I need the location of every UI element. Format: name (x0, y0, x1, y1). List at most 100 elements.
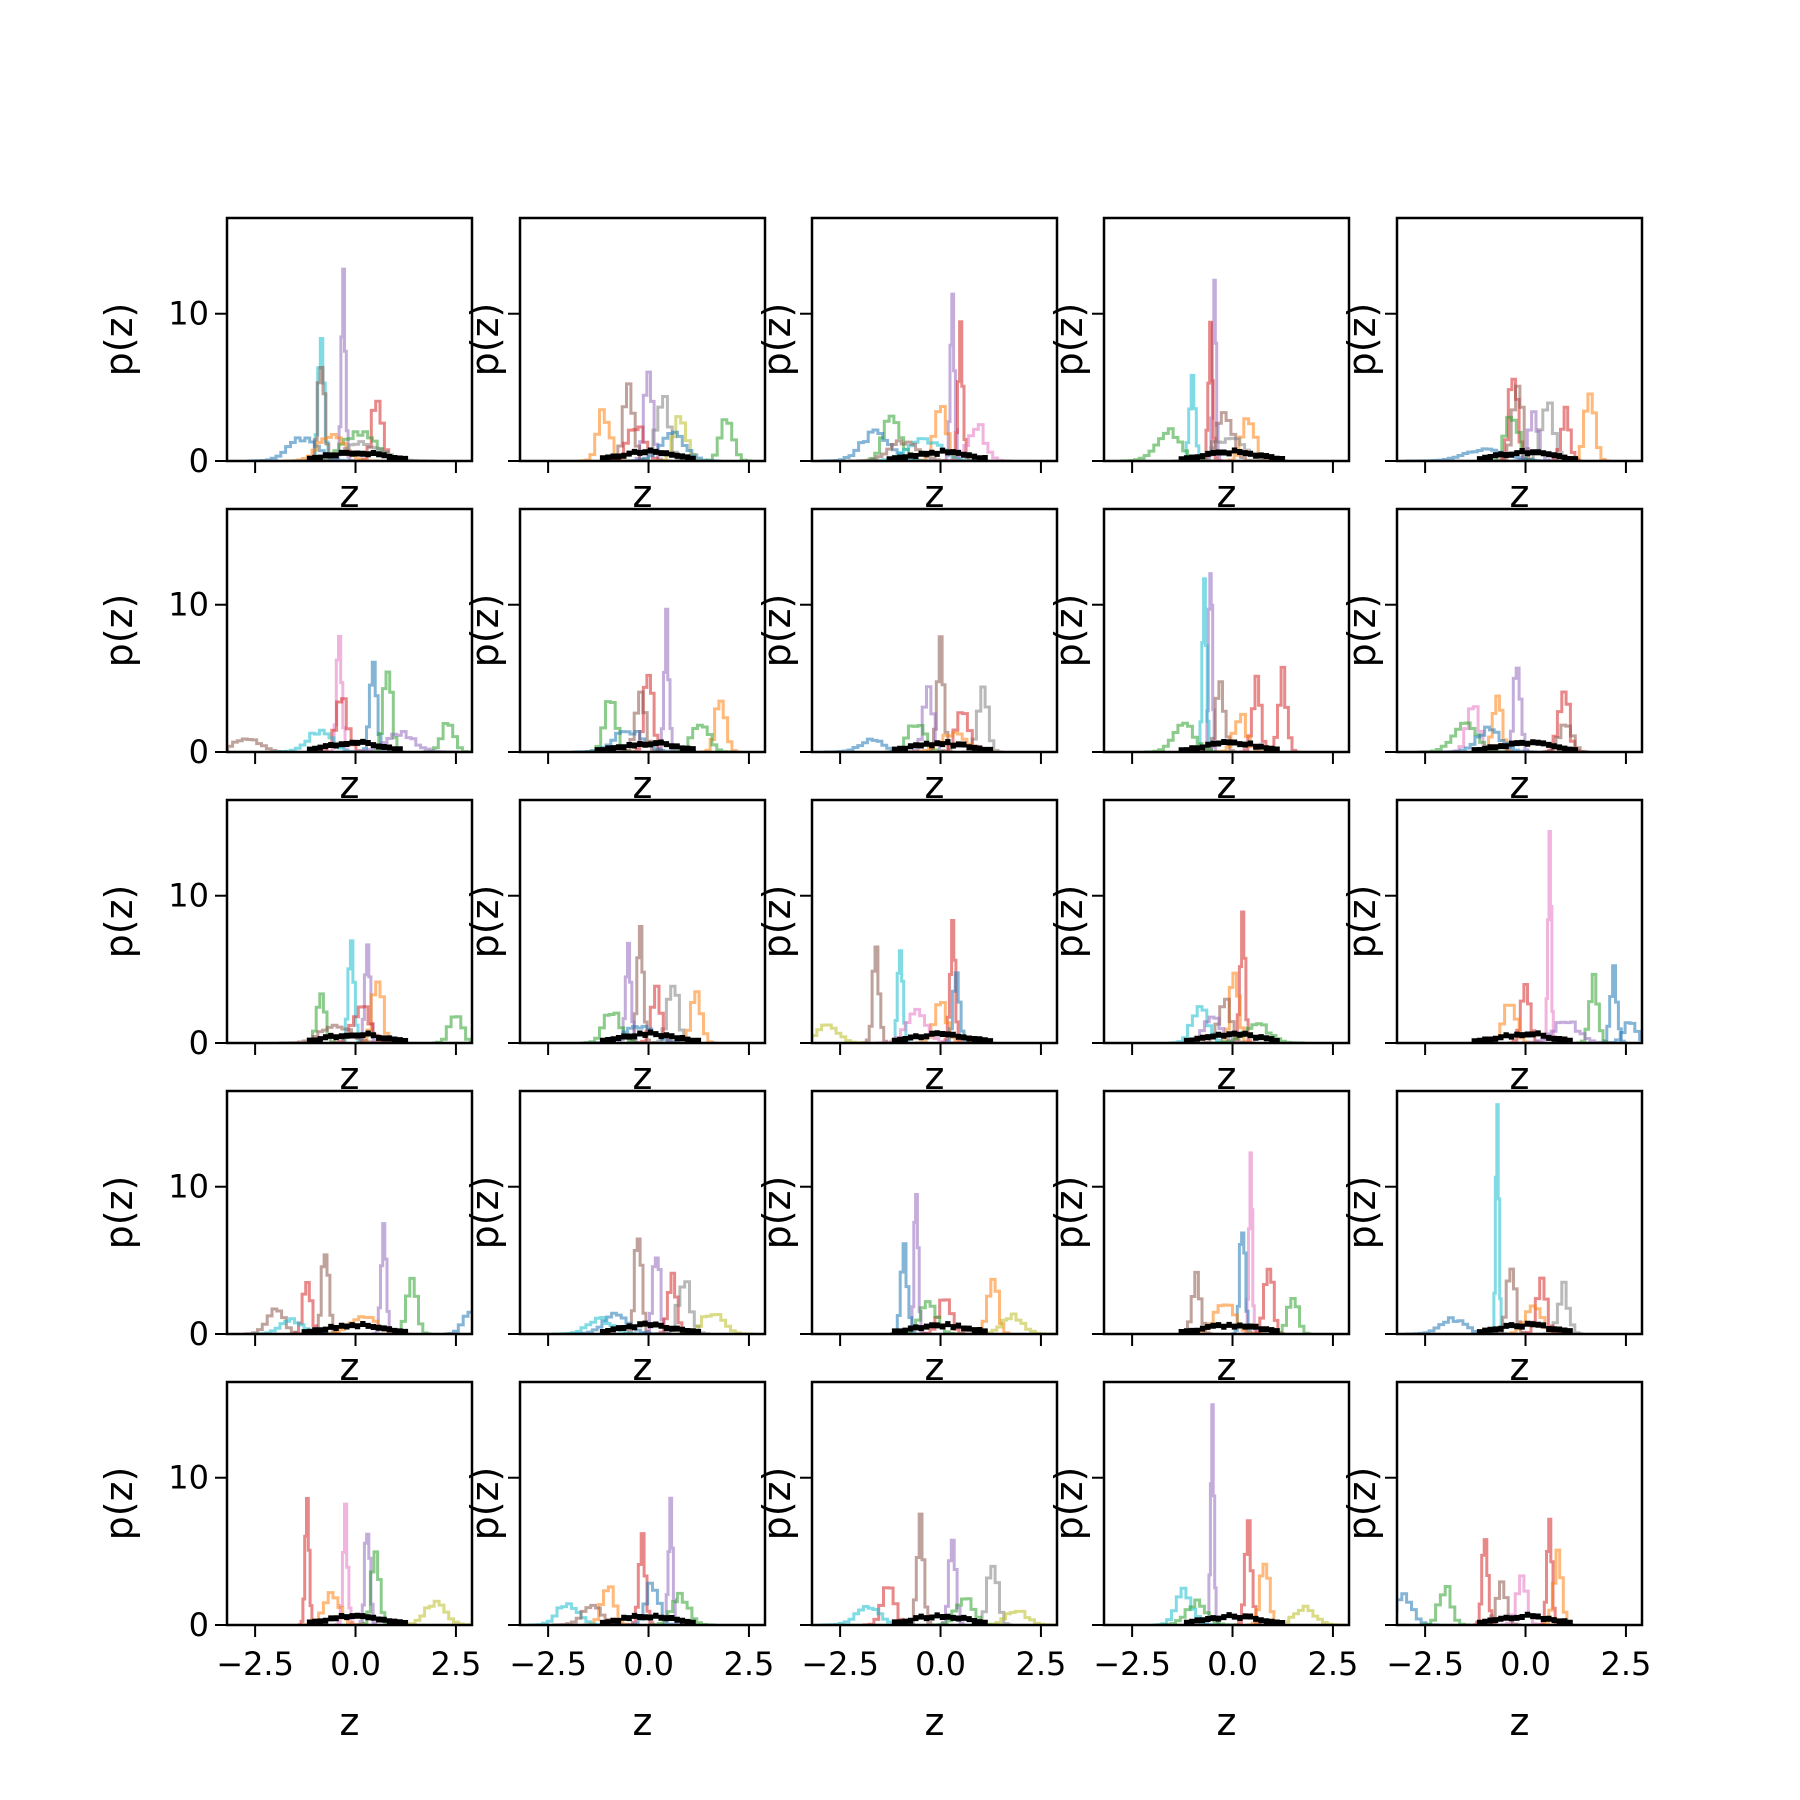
subplot-3-3: z p(z) (755, 798, 1059, 1098)
y-axis-label: p(z) (463, 303, 507, 377)
y-tick-label: 10 (168, 295, 209, 333)
plot-area (572, 607, 741, 752)
x-tick-label: −2.5 (1093, 1645, 1171, 1683)
y-axis-label: p(z) (755, 885, 799, 959)
baseline-density (599, 447, 696, 461)
subplot-5-4: −2.5 0.0 2.5 z p(z) (1047, 1380, 1358, 1744)
axes-frame (518, 798, 767, 1045)
subplot-5-2: −2.5 0.0 2.5 z p(z) (463, 1380, 774, 1744)
subplot-1-3: z p(z) (755, 216, 1059, 516)
baseline-density (301, 1321, 409, 1334)
axes-frame (1395, 507, 1644, 754)
axes-frame (1395, 798, 1644, 1045)
y-axis-label: p(z) (1047, 1176, 1091, 1250)
subplot-3-1: 0 10 z p(z) (97, 798, 474, 1098)
baseline-density (1178, 1321, 1280, 1334)
y-axis-label: p(z) (755, 303, 799, 377)
x-tick-label: 0.0 (330, 1645, 381, 1683)
y-axis-label: p(z) (755, 1176, 799, 1250)
subplot-2-4: z p(z) (1047, 507, 1351, 807)
baseline-density (1178, 739, 1280, 752)
baseline-density (1183, 1612, 1286, 1625)
axes-frame (810, 798, 1059, 1045)
plot-area (1144, 572, 1300, 752)
subplot-3-2: z p(z) (463, 798, 767, 1098)
x-tick-label: 0.0 (915, 1645, 966, 1683)
axes-frame (225, 1089, 474, 1336)
x-tick-label: 2.5 (430, 1645, 481, 1683)
y-axis-label: p(z) (463, 1176, 507, 1250)
x-tick-label: −2.5 (1386, 1645, 1464, 1683)
x-axis-label: z (633, 1054, 653, 1098)
x-axis-label: z (1510, 1054, 1530, 1098)
axes-frame (810, 1089, 1059, 1336)
y-axis-label: p(z) (1047, 885, 1091, 959)
x-axis-label: z (340, 763, 360, 807)
subplot-1-2: z p(z) (463, 216, 767, 516)
subplot-1-1: 0 10 z p(z) (97, 216, 474, 516)
baseline-density (891, 739, 994, 752)
y-axis-label: p(z) (755, 1467, 799, 1541)
baseline-density (886, 447, 988, 461)
x-axis-label: z (925, 763, 945, 807)
x-tick-label: 2.5 (1015, 1645, 1066, 1683)
baseline-density (599, 1612, 696, 1625)
axes-frame (225, 507, 474, 754)
baseline-density (599, 1320, 702, 1334)
y-axis-label: p(z) (755, 594, 799, 668)
subplot-5-3: −2.5 0.0 2.5 z p(z) (755, 1380, 1066, 1744)
x-tick-label: 2.5 (1307, 1645, 1358, 1683)
axes-frame (518, 507, 767, 754)
histogram-series-2 (628, 1532, 656, 1625)
y-tick-label: 10 (168, 1459, 209, 1497)
x-axis-label: z (925, 1345, 945, 1389)
x-axis-label: z (633, 1700, 653, 1744)
axes-frame (518, 1089, 767, 1336)
x-axis-label: z (925, 472, 945, 516)
x-axis-label: z (1510, 763, 1530, 807)
y-tick-label: 0 (189, 442, 209, 480)
plot-area (1471, 830, 1642, 1043)
x-axis-label: z (340, 1345, 360, 1389)
baseline-density (1476, 1611, 1573, 1625)
y-tick-label: 0 (189, 1024, 209, 1062)
histogram-series-4 (942, 971, 970, 1043)
plot-area (824, 635, 1003, 752)
x-axis-label: z (633, 1345, 653, 1389)
baseline-density (891, 1030, 994, 1043)
subplot-2-2: z p(z) (463, 507, 767, 807)
axes-frame (1102, 216, 1351, 463)
y-axis-label: p(z) (1340, 1176, 1384, 1250)
y-axis-label: p(z) (463, 594, 507, 668)
histogram-series-2 (617, 941, 639, 1043)
axes-frame (1102, 1089, 1351, 1336)
x-tick-label: 0.0 (623, 1645, 674, 1683)
axes-frame (1102, 1380, 1351, 1627)
x-axis-label: z (1510, 1345, 1530, 1389)
y-tick-label: 10 (168, 877, 209, 915)
x-axis-label: z (340, 1054, 360, 1098)
baseline-density (306, 449, 409, 461)
x-axis-label: z (633, 763, 653, 807)
y-axis-label: p(z) (1047, 594, 1091, 668)
subplot-1-4: z p(z) (1047, 216, 1351, 516)
y-axis-label: p(z) (97, 1176, 141, 1250)
baseline-density (1471, 739, 1579, 752)
subplot-2-3: z p(z) (755, 507, 1059, 807)
y-axis-label: p(z) (1047, 1467, 1091, 1541)
subplot-4-2: z p(z) (463, 1089, 767, 1389)
x-axis-label: z (1217, 1345, 1237, 1389)
x-axis-label: z (1217, 763, 1237, 807)
x-tick-label: 0.0 (1500, 1645, 1551, 1683)
x-axis-label: z (1217, 1700, 1237, 1744)
baseline-density (306, 1030, 409, 1043)
y-axis-label: p(z) (463, 1467, 507, 1541)
x-axis-label: z (1510, 1700, 1530, 1744)
x-tick-label: 2.5 (723, 1645, 774, 1683)
y-tick-label: 0 (189, 733, 209, 771)
axes-frame (1395, 1380, 1644, 1627)
subplot-3-5: z p(z) (1340, 798, 1644, 1098)
baseline-density (594, 739, 696, 752)
histogram-series-2 (1231, 1231, 1257, 1334)
